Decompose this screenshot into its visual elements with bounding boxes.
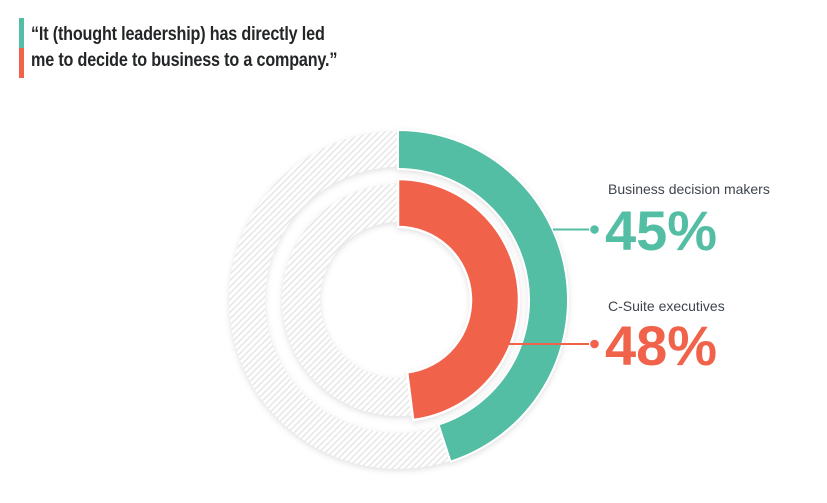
series-value-c-suite-executives: 48%	[605, 314, 718, 377]
quote-line-2: me to decide to business to a company.”	[31, 50, 338, 71]
series-value-business-decision-makers: 45%	[605, 199, 718, 262]
inner-ring-value-arc-c-suite-executives	[396, 177, 521, 422]
quote-accent-bar	[19, 18, 24, 78]
outer-ring-value-arc-business-decision-makers	[397, 129, 570, 463]
quote-accent-bar-coral-segment	[19, 48, 24, 78]
donut-rings	[229, 129, 570, 469]
callout-dot-business-decision-makers	[590, 225, 599, 234]
quote-accent-bar-teal-segment	[19, 18, 24, 48]
quote-line-1: “It (thought leadership) has directly le…	[31, 24, 325, 45]
series-label-c-suite-executives: C-Suite executives	[608, 298, 725, 314]
quote-text: “It (thought leadership) has directly le…	[31, 22, 337, 74]
series-label-business-decision-makers: Business decision makers	[608, 181, 770, 197]
callout-dot-c-suite-executives	[590, 339, 599, 349]
